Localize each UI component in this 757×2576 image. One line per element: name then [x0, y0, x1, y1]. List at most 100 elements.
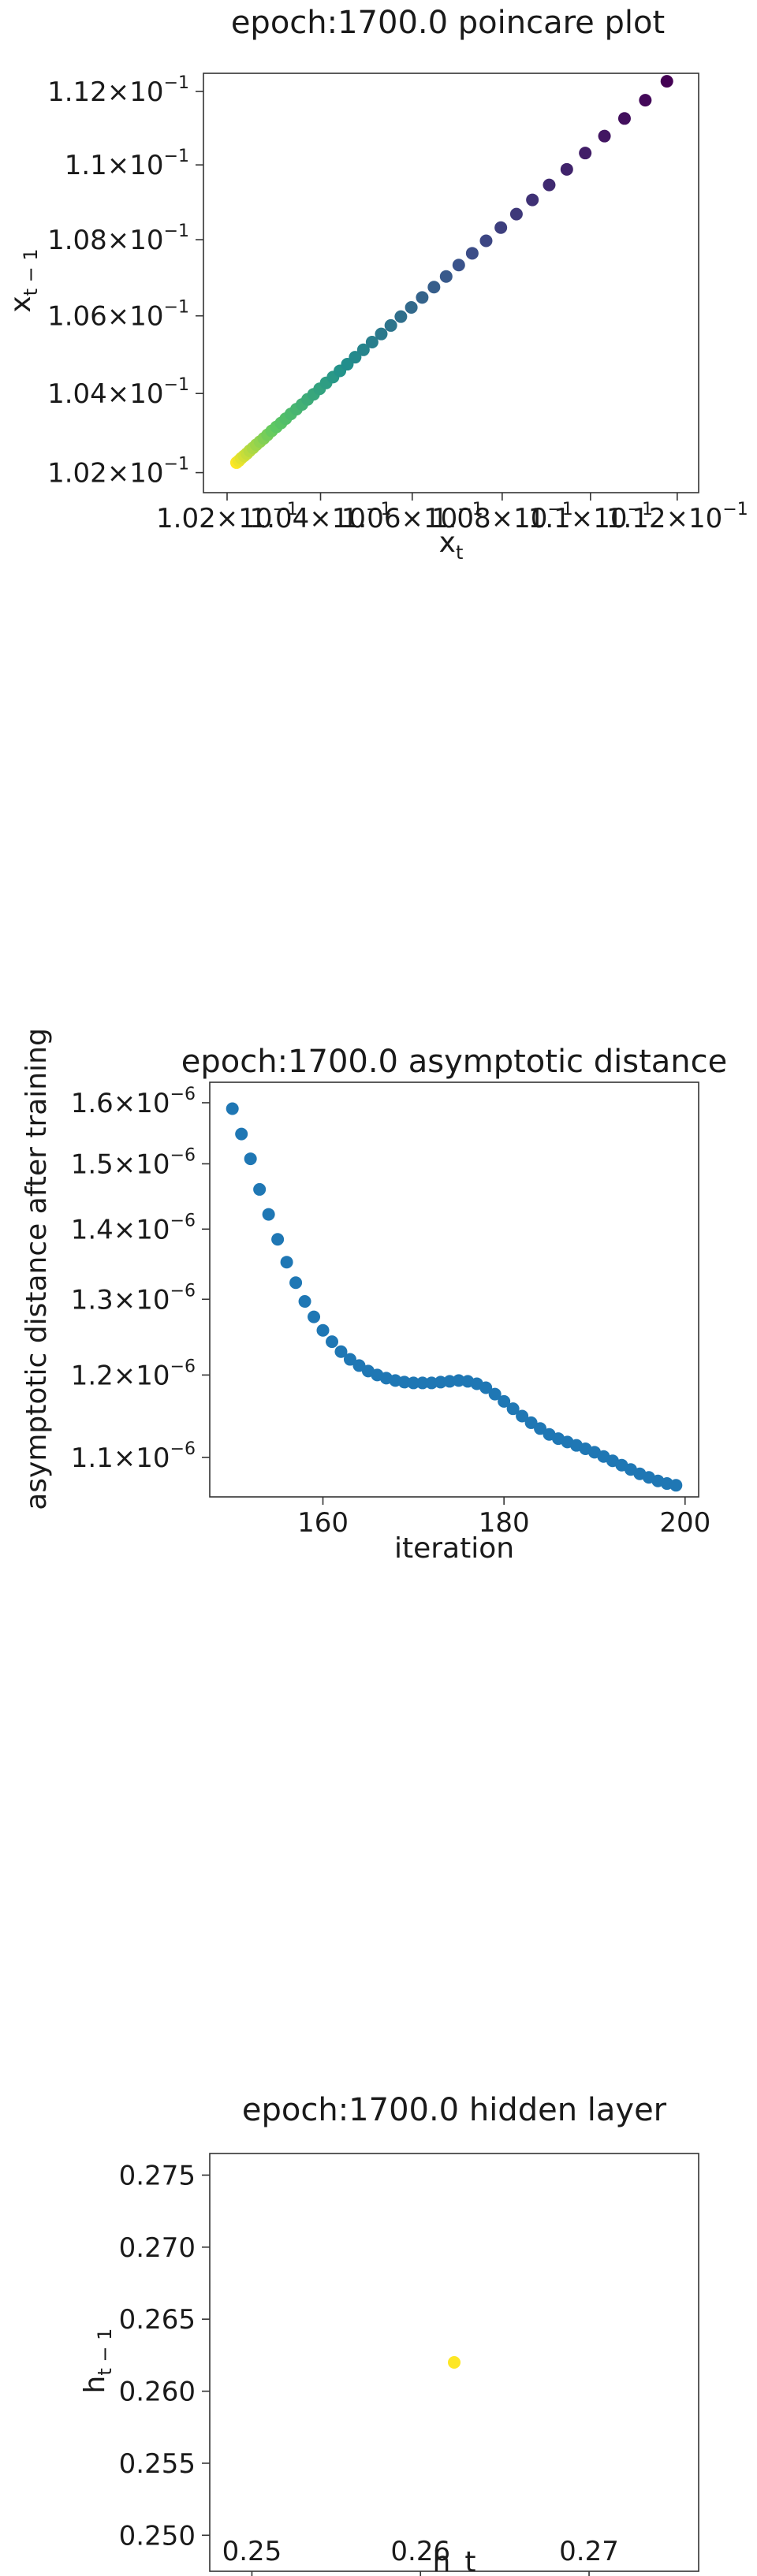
poincare-xtick-label: 1.12×10−1 [606, 500, 748, 534]
poincare-xtick-label: 1.02×10−1 [156, 500, 298, 534]
hidden-layer-frame [209, 2153, 699, 2572]
poincare-plot-ticks: 1.02×10−11.04×10−11.06×10−11.08×10−11.1×… [47, 73, 748, 534]
distance-point [352, 1359, 366, 1372]
hidden-xtick-label: 0.25 [222, 2536, 282, 2567]
hidden-ytick-label: 0.265 [119, 2304, 196, 2336]
asymptotic-distance-title: epoch:1700.0 asymptotic distance [181, 1044, 728, 1080]
distance-point [506, 1402, 520, 1416]
distance-point [416, 1376, 429, 1390]
poincare-ytick-label: 1.12×10−1 [47, 73, 189, 108]
distance-ytick-label: 1.5×10−6 [71, 1145, 196, 1180]
hidden-layer-plot: epoch:1700.0 hidden layer 0.25 0.26 0.27 0.… [79, 2092, 699, 2576]
hidden-layer-ticks: 0.25 0.26 0.27 0.250 0.255 0.260 0.265 0.270 0.2… [119, 2160, 619, 2576]
distance-point [534, 1422, 547, 1435]
distance-point [235, 1127, 248, 1141]
distance-point [397, 1375, 411, 1389]
asymptotic-distance-ylabel: asymptotic distance after training [21, 1028, 53, 1510]
distance-point [316, 1323, 330, 1337]
asymptotic-distance-points [226, 1102, 683, 1492]
asymptotic-distance-plot: epoch:1700.0 asymptotic distance 160 180 2… [21, 1028, 727, 1565]
asymptotic-distance-frame [209, 1081, 699, 1498]
distance-point [524, 1416, 538, 1429]
poincare-xtick-label: 1.08×10−1 [431, 500, 573, 534]
poincare-point [579, 147, 592, 160]
distance-point [407, 1376, 420, 1390]
poincare-xtick-label: 1.04×10−1 [250, 500, 392, 534]
poincare-point [465, 247, 479, 260]
hidden-xtick-label: 0.26 [390, 2536, 450, 2567]
distance-point [343, 1353, 356, 1366]
poincare-ytick-label: 1.02×10−1 [47, 455, 189, 490]
poincare-point [494, 221, 508, 234]
poincare-point [384, 318, 397, 332]
asymptotic-distance-xlabel: iteration [394, 1532, 514, 1565]
distance-point [334, 1345, 348, 1358]
hidden-layer-ylabel: ht − 1 [79, 2328, 116, 2394]
hidden-point [448, 2356, 461, 2369]
hidden-ytick-label: 0.260 [119, 2377, 196, 2408]
poincare-plot: epoch:1700.0 poincare plot 1.02×10−11.04… [5, 5, 748, 564]
distance-ytick-label: 1.1×10−6 [71, 1439, 196, 1474]
poincare-point [639, 94, 652, 107]
distance-ytick-label: 1.6×10−6 [71, 1085, 196, 1119]
hidden-layer-xlabel: h_t [433, 2546, 476, 2576]
distance-point [253, 1182, 267, 1196]
distance-point [669, 1479, 683, 1492]
distance-point [326, 1335, 338, 1349]
hidden-ytick-label: 0.250 [119, 2520, 196, 2552]
poincare-point [365, 335, 378, 348]
poincare-point [598, 129, 611, 143]
poincare-point [479, 234, 493, 248]
distance-ytick-label: 1.2×10−6 [71, 1357, 196, 1391]
hidden-layer-points [448, 2356, 461, 2369]
distance-point [280, 1256, 293, 1269]
distance-ytick-label: 1.3×10−6 [71, 1281, 196, 1316]
poincare-ytick-label: 1.04×10−1 [47, 375, 189, 410]
hidden-ytick-label: 0.255 [119, 2448, 196, 2480]
distance-point [226, 1102, 239, 1115]
distance-ytick-label: 1.4×10−6 [71, 1211, 196, 1245]
poincare-point [416, 291, 429, 304]
poincare-ytick-label: 1.08×10−1 [47, 221, 189, 256]
distance-point [298, 1295, 311, 1308]
poincare-plot-points [229, 75, 673, 469]
hidden-xtick-label: 0.27 [559, 2536, 619, 2567]
poincare-ytick-label: 1.06×10−1 [47, 298, 189, 333]
distance-xtick-label: 160 [297, 1507, 349, 1539]
distance-point [271, 1233, 285, 1246]
asymptotic-distance-ticks: 160 180 200 1.1×10−6 1.2×10−6 1.3×10−6 1.4×10−… [71, 1085, 710, 1539]
poincare-point [509, 207, 523, 221]
poincare-ytick-label: 1.1×10−1 [65, 147, 189, 181]
distance-point [425, 1376, 438, 1390]
poincare-point [439, 270, 453, 283]
hidden-ytick-label: 0.270 [119, 2232, 196, 2264]
poincare-xtick-label: 1.1×10−1 [528, 500, 653, 534]
poincare-point [356, 343, 370, 356]
distance-point [498, 1394, 511, 1408]
poincare-point [660, 75, 673, 88]
distance-point [443, 1375, 457, 1388]
poincare-point [349, 351, 362, 364]
distance-point [479, 1381, 493, 1394]
distance-point [289, 1276, 303, 1290]
distance-point [434, 1375, 447, 1389]
poincare-point [375, 327, 388, 341]
distance-point [452, 1374, 465, 1387]
poincare-point [452, 259, 465, 272]
distance-xtick-label: 200 [659, 1507, 710, 1539]
poincare-point [560, 162, 573, 176]
poincare-plot-ylabel: xt − 1 [5, 248, 42, 312]
poincare-plot-xlabel: xt [439, 527, 464, 564]
distance-point [516, 1409, 529, 1423]
hidden-layer-title: epoch:1700.0 hidden layer [242, 2092, 667, 2128]
poincare-plot-title: epoch:1700.0 poincare plot [231, 5, 665, 41]
distance-point [262, 1208, 275, 1221]
poincare-point [543, 178, 556, 192]
distance-point [488, 1387, 502, 1401]
poincare-point [526, 193, 539, 207]
distance-point [308, 1310, 321, 1323]
poincare-point [405, 300, 418, 314]
poincare-point [617, 112, 631, 125]
poincare-point [427, 281, 441, 294]
